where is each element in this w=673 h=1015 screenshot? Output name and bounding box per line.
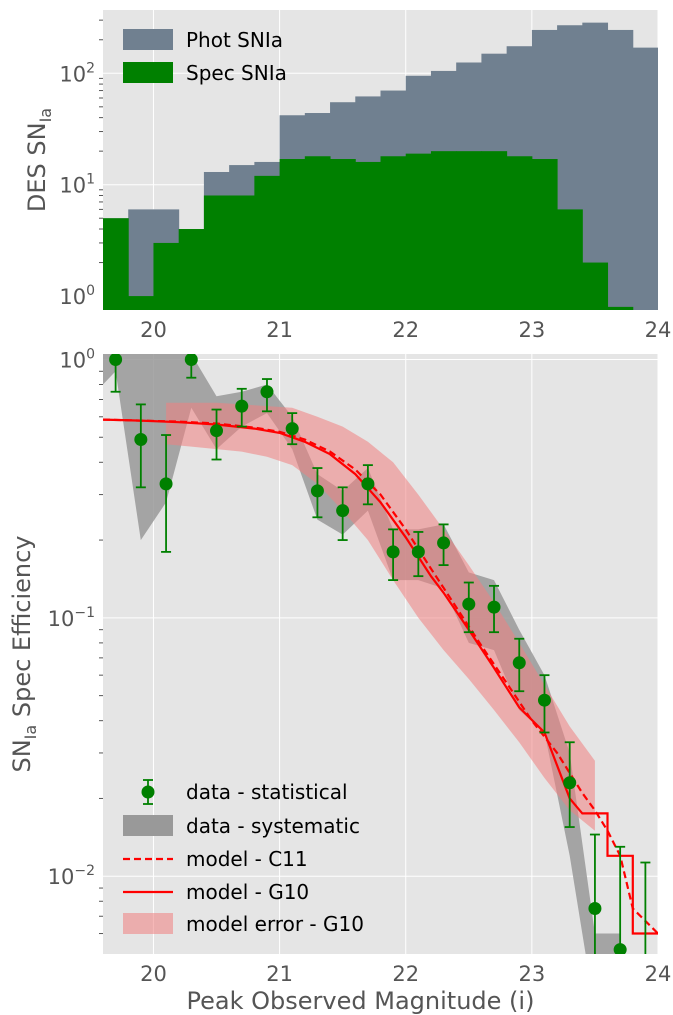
- data-point: [361, 477, 375, 491]
- histogram-bar: [582, 262, 609, 310]
- data-point: [159, 477, 173, 491]
- data-point: [411, 545, 425, 559]
- data-point: [613, 943, 627, 954]
- histogram-bar: [254, 175, 281, 310]
- histogram-bar: [330, 159, 356, 310]
- histogram-bar: [304, 156, 331, 310]
- efficiency-y-tick-label: 100: [59, 346, 95, 372]
- efficiency-y-tick-label: 10−2: [48, 863, 95, 889]
- histogram-x-tick-label: 22: [392, 318, 419, 342]
- data-point: [260, 385, 274, 399]
- data-point: [537, 693, 551, 707]
- histogram-bar: [178, 229, 205, 310]
- efficiency-y-axis-label: SNIa Spec Efficiency: [8, 535, 40, 772]
- data-point: [487, 600, 501, 614]
- legend-swatch-systematic: [123, 815, 173, 836]
- data-point: [462, 597, 476, 611]
- histogram-y-axis-label: DES SNIa: [23, 108, 55, 212]
- legend-swatch-model-error: [123, 913, 173, 934]
- histogram-bar: [153, 242, 180, 310]
- histogram-bar: [128, 296, 154, 310]
- histogram-x-tick-label: 21: [266, 318, 293, 342]
- histogram-bar: [557, 209, 583, 310]
- histogram-x-tick-label: 24: [645, 318, 672, 342]
- efficiency-x-tick-label: 22: [392, 962, 419, 986]
- data-point: [563, 776, 577, 790]
- histogram-y-tick-label: 101: [59, 172, 95, 198]
- data-point: [109, 354, 123, 366]
- histogram-x-tick-label: 20: [140, 318, 167, 342]
- data-point: [310, 484, 324, 498]
- data-point: [235, 399, 249, 413]
- histogram-bar: [355, 161, 381, 310]
- histogram-series-spec: [103, 151, 634, 310]
- efficiency-legend-label: model - G10: [186, 880, 309, 904]
- histogram-bar: [506, 156, 533, 310]
- efficiency-legend: data - statistical data - systematic model…: [123, 779, 364, 936]
- efficiency-legend-label: model error - G10: [186, 912, 364, 936]
- data-point: [512, 656, 526, 670]
- histogram-bars: [103, 22, 658, 310]
- histogram-bar: [128, 209, 154, 310]
- histogram-bar: [405, 153, 432, 310]
- efficiency-legend-label: data - systematic: [186, 814, 360, 838]
- data-point: [210, 424, 224, 438]
- histogram-legend: Phot SNIa Spec SNIa: [123, 28, 287, 85]
- histogram-bar: [632, 47, 658, 310]
- histogram-bar: [279, 159, 306, 310]
- data-point: [386, 545, 400, 559]
- data-statistical-points: [109, 354, 651, 954]
- histogram-bar: [582, 22, 609, 310]
- histogram-legend-label: Spec SNIa: [186, 61, 287, 85]
- histogram-bar: [380, 156, 407, 310]
- histogram-bar: [229, 195, 255, 310]
- efficiency-legend-label: model - C11: [186, 847, 308, 871]
- efficiency-grid: [103, 354, 659, 954]
- histogram-bar: [103, 218, 129, 310]
- histogram-bar: [607, 29, 634, 310]
- efficiency-x-tick-label: 23: [518, 962, 545, 986]
- efficiency-x-axis-label: Peak Observed Magnitude (i): [187, 987, 535, 1015]
- efficiency-x-tick-label: 21: [266, 962, 293, 986]
- histogram-bar: [456, 151, 482, 310]
- data-point: [184, 354, 198, 366]
- efficiency-panel: 20 21 22 23 24 10−2 10−1 100 Peak Observed Magni…: [8, 346, 671, 1015]
- efficiency-y-tick-label: 10−1: [48, 605, 95, 631]
- histogram-x-tick-label: 23: [518, 318, 545, 342]
- data-point: [437, 536, 451, 550]
- legend-marker: [141, 785, 155, 799]
- model-error-band: [166, 402, 595, 831]
- histogram-legend-swatch: [123, 62, 173, 83]
- histogram-legend-swatch: [123, 29, 173, 50]
- efficiency-x-tick-label: 20: [140, 962, 167, 986]
- efficiency-legend-label: data - statistical: [186, 780, 348, 804]
- histogram-bar: [531, 159, 558, 310]
- data-point: [134, 433, 148, 447]
- efficiency-series: [103, 354, 658, 954]
- histogram-y-tick-label: 102: [59, 60, 95, 86]
- histogram-y-tick-label: 100: [59, 283, 95, 309]
- histogram-legend-label: Phot SNIa: [186, 28, 283, 52]
- data-point: [588, 902, 602, 916]
- histogram-bar: [481, 151, 508, 310]
- model-g10-line: [103, 418, 658, 935]
- histogram-bar: [607, 306, 634, 310]
- histogram-bar: [430, 151, 457, 310]
- data-point: [285, 422, 299, 436]
- data-point: [336, 504, 350, 518]
- histogram-bar: [203, 195, 230, 310]
- efficiency-x-tick-label: 24: [645, 962, 672, 986]
